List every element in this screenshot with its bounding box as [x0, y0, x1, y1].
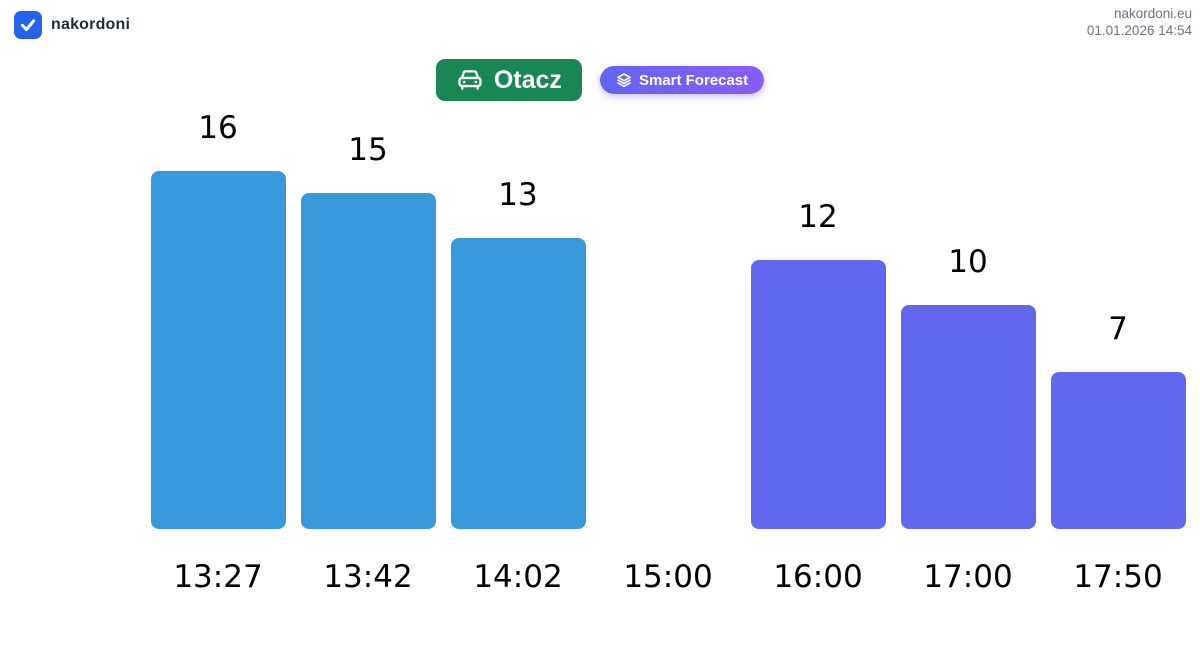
smart-forecast-label: Smart Forecast	[638, 71, 749, 89]
bar-chart: 16 15 13 12 10 7 13:27 13:42 14:02 15:00 16:00 17:…	[143, 108, 1193, 595]
otacz-button[interactable]: Otacz	[435, 59, 582, 101]
otacz-label: Otacz	[493, 65, 562, 94]
car-front-icon	[458, 70, 482, 90]
timestamp: 01.01.2026 14:54	[1086, 22, 1192, 38]
checkmark-icon	[20, 19, 36, 31]
x-axis-tick-label: 14:02	[473, 559, 563, 595]
bars-row: 16 15 13 12 10 7	[143, 108, 1193, 529]
bar-forecast	[900, 305, 1036, 529]
page-meta: nakordoni.eu 01.01.2026 14:54	[1087, 6, 1192, 39]
x-axis-tick-label: 16:00	[773, 559, 863, 595]
smart-forecast-badge[interactable]: Smart Forecast	[599, 66, 765, 94]
site-url: nakordoni.eu	[1113, 6, 1192, 21]
x-axis-tick-label: 13:42	[323, 559, 413, 595]
layers-icon	[617, 73, 631, 88]
x-axis-labels: 13:27 13:42 14:02 15:00 16:00 17:00 17:50	[143, 559, 1193, 595]
bar-value-label: 15	[348, 132, 388, 168]
brand-checkbox[interactable]	[14, 11, 42, 39]
bar-value-label: 16	[198, 110, 238, 146]
bar-forecast	[1050, 372, 1186, 529]
x-axis-tick-label: 15:00	[623, 559, 713, 595]
bar-actual	[450, 238, 586, 529]
bar-value-label: 10	[948, 244, 988, 280]
controls-row: Otacz Smart Forecast	[0, 59, 1200, 101]
chart-column: 15	[293, 108, 443, 529]
chart-column	[593, 108, 743, 529]
chart-column: 16	[143, 108, 293, 529]
x-axis-tick-label: 13:27	[173, 559, 263, 595]
brand-label: nakordoni	[51, 16, 131, 33]
bar-value-label: 12	[798, 199, 838, 235]
chart-column: 10	[893, 108, 1043, 529]
x-axis-tick-label: 17:50	[1073, 559, 1163, 595]
bar-value-label: 7	[1108, 311, 1128, 347]
brand-row: nakordoni	[14, 11, 130, 39]
chart-column: 13	[443, 108, 593, 529]
bar-actual	[150, 171, 286, 529]
x-axis-tick-label: 17:00	[923, 559, 1013, 595]
bar-value-label: 13	[498, 177, 538, 213]
bar-forecast	[750, 260, 886, 529]
chart-column: 7	[1043, 108, 1193, 529]
bar-actual	[300, 193, 436, 529]
chart-column: 12	[743, 108, 893, 529]
